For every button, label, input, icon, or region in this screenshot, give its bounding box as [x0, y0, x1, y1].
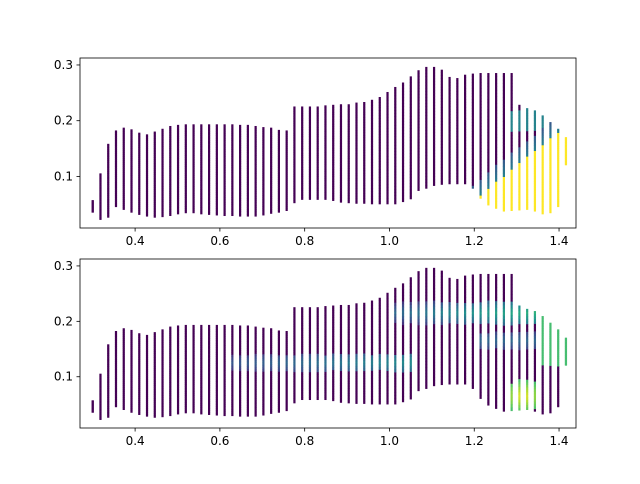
x-tick-label: 0.8	[295, 234, 314, 248]
segments	[93, 67, 566, 220]
y-tick-label: 0.3	[54, 58, 73, 72]
segments	[93, 268, 566, 420]
y-tick-label: 0.1	[54, 169, 73, 183]
x-tick-label: 1.2	[465, 234, 484, 248]
chart-1: 0.4 0.6 0.8 1.0 1.2 1.4 0.1 0.2 0.3	[54, 58, 576, 248]
x-tick-label: 1.4	[549, 234, 568, 248]
x-tick-label: 1.0	[380, 234, 399, 248]
y-tick-label: 0.2	[54, 114, 73, 128]
x-tick-label: 0.4	[126, 234, 145, 248]
x-tick-label: 0.6	[210, 234, 229, 248]
